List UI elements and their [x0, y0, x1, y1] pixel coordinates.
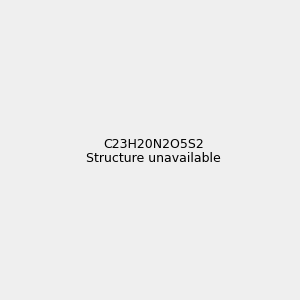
Text: C23H20N2O5S2
Structure unavailable: C23H20N2O5S2 Structure unavailable [86, 137, 221, 166]
